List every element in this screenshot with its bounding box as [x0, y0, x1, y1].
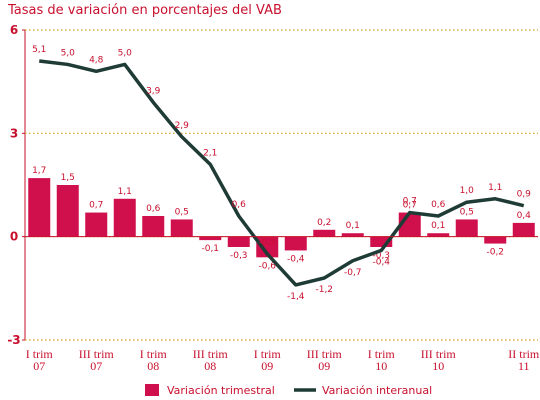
x-tick-label-line: 09: [261, 359, 273, 373]
y-tick-label: -3: [7, 333, 20, 347]
bar-value-label: -0,6: [258, 261, 276, 271]
line-value-label: 0,6: [431, 200, 446, 210]
bar: [427, 233, 450, 237]
chart-title: Tasas de variación en porcentajes del VA…: [7, 3, 282, 18]
x-tick-label: II trim 11: [508, 347, 540, 373]
bar: [455, 219, 478, 237]
bar: [113, 198, 136, 237]
bar: [85, 212, 108, 237]
x-tick-label-line: III trim: [421, 347, 457, 361]
x-tick-label-line: 09: [318, 359, 330, 373]
x-tick-label: III trim 09: [307, 347, 343, 373]
x-tick-label: I trim 10: [368, 347, 396, 373]
x-tick-label-line: 07: [33, 359, 45, 373]
line-value-label: 1,1: [488, 183, 502, 193]
bar-value-label: 1,1: [118, 187, 132, 197]
x-tick-label-line: II trim: [508, 347, 540, 361]
line-value-label: -0,4: [372, 257, 390, 267]
bar-value-label: 0,7: [403, 201, 417, 211]
x-tick-label: I trim 08: [140, 347, 168, 373]
line-value-label: 4,8: [89, 55, 104, 65]
bar-value-label: -0,2: [486, 248, 504, 258]
bar-value-label: 0,1: [431, 221, 445, 231]
bar: [512, 222, 535, 237]
bar: [56, 185, 79, 237]
bar: [199, 236, 222, 241]
line-value-label: 1,0: [460, 186, 475, 196]
bar: [313, 229, 336, 237]
line-value-label: 2,9: [175, 121, 190, 131]
x-tick-label-line: I trim: [140, 347, 168, 361]
x-tick-label-line: III trim: [307, 347, 343, 361]
bar: [142, 216, 165, 237]
legend-swatch: [145, 384, 159, 396]
x-tick-label-line: 10: [375, 359, 387, 373]
line-value-label: 5,0: [61, 48, 76, 58]
x-tick-label: I trim 09: [254, 347, 282, 373]
line-value-label: 0,7: [403, 197, 417, 207]
y-tick-label: 3: [10, 126, 18, 140]
y-tick-label: 6: [10, 23, 18, 37]
bar: [341, 233, 364, 237]
line-value-label: -0,7: [344, 268, 362, 278]
line: [39, 59, 525, 287]
x-tick-label-line: I trim: [254, 347, 282, 361]
bar-value-label: 1,7: [32, 166, 46, 176]
y-tick-label: 0: [10, 230, 18, 244]
x-tick-label-line: III trim: [79, 347, 115, 361]
bar-value-label: 0,5: [175, 207, 189, 217]
line-value-label: 5,0: [118, 48, 133, 58]
line-value-label: -0,5: [258, 238, 276, 248]
bar: [256, 236, 279, 258]
legend-label: Variación interanual: [322, 384, 432, 397]
bar-value-label: 0,6: [146, 204, 161, 214]
x-tick-label-line: 07: [90, 359, 102, 373]
bar: [484, 236, 507, 244]
bar-value-label: -0,3: [230, 251, 248, 261]
bar-value-label: 1,5: [61, 173, 75, 183]
x-tick-label-line: 11: [518, 359, 530, 373]
bar: [370, 236, 393, 247]
x-tick-label-line: 10: [432, 359, 444, 373]
x-tick-label-line: I trim: [368, 347, 396, 361]
x-tick-label-line: I trim: [26, 347, 54, 361]
x-tick-label: I trim 07: [26, 347, 54, 373]
bar: [227, 236, 250, 247]
line-value-label: -1,4: [287, 292, 305, 302]
bar-value-label: -0,1: [201, 244, 219, 254]
bar-value-label: 0,4: [517, 211, 532, 221]
line-value-label: 3,9: [146, 86, 161, 96]
bar-value-label: -0,4: [287, 254, 305, 264]
bar-value-label: -0,3: [372, 251, 390, 261]
x-tick-label-line: 08: [147, 359, 159, 373]
legend-label: Variación trimestral: [167, 384, 275, 397]
x-tick-label: III trim 08: [193, 347, 229, 373]
x-tick-label: III trim 07: [79, 347, 115, 373]
x-tick-label: III trim 10: [421, 347, 457, 373]
line-value-label: -1,2: [315, 285, 333, 295]
bar-value-label: 0,2: [317, 218, 331, 228]
x-tick-label-line: 08: [204, 359, 216, 373]
bar-value-label: 0,1: [346, 221, 360, 231]
bar: [28, 178, 51, 237]
line-value-label: 5,1: [32, 45, 46, 55]
line-value-label: 2,1: [203, 148, 217, 158]
bar: [170, 219, 193, 237]
line-value-label: 0,9: [517, 190, 532, 200]
bar-value-label: 0,5: [460, 207, 474, 217]
x-tick-label-line: III trim: [193, 347, 229, 361]
line-value-label: 0,6: [232, 200, 247, 210]
bar: [284, 236, 307, 251]
bar-value-label: 0,7: [89, 201, 103, 211]
